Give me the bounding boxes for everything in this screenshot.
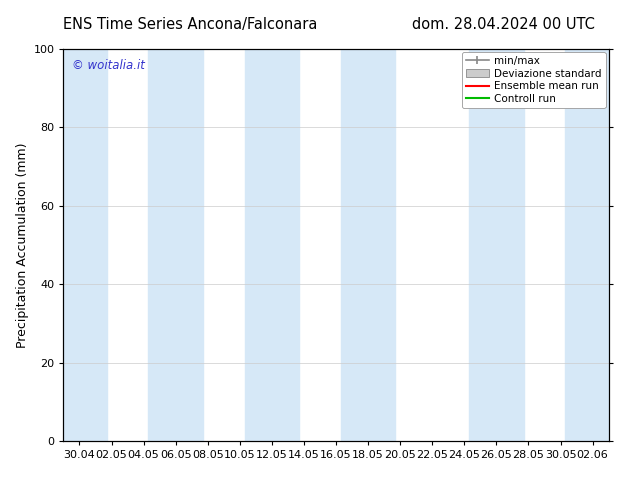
Bar — [341, 49, 396, 441]
Bar — [245, 49, 299, 441]
Text: dom. 28.04.2024 00 UTC: dom. 28.04.2024 00 UTC — [412, 17, 595, 32]
Bar — [469, 49, 524, 441]
Text: © woitalia.it: © woitalia.it — [72, 59, 145, 72]
Y-axis label: Precipitation Accumulation (mm): Precipitation Accumulation (mm) — [16, 142, 29, 348]
Text: ENS Time Series Ancona/Falconara: ENS Time Series Ancona/Falconara — [63, 17, 318, 32]
Bar — [148, 49, 203, 441]
Legend: min/max, Deviazione standard, Ensemble mean run, Controll run: min/max, Deviazione standard, Ensemble m… — [462, 52, 605, 108]
Bar — [566, 49, 620, 441]
Bar — [52, 49, 107, 441]
